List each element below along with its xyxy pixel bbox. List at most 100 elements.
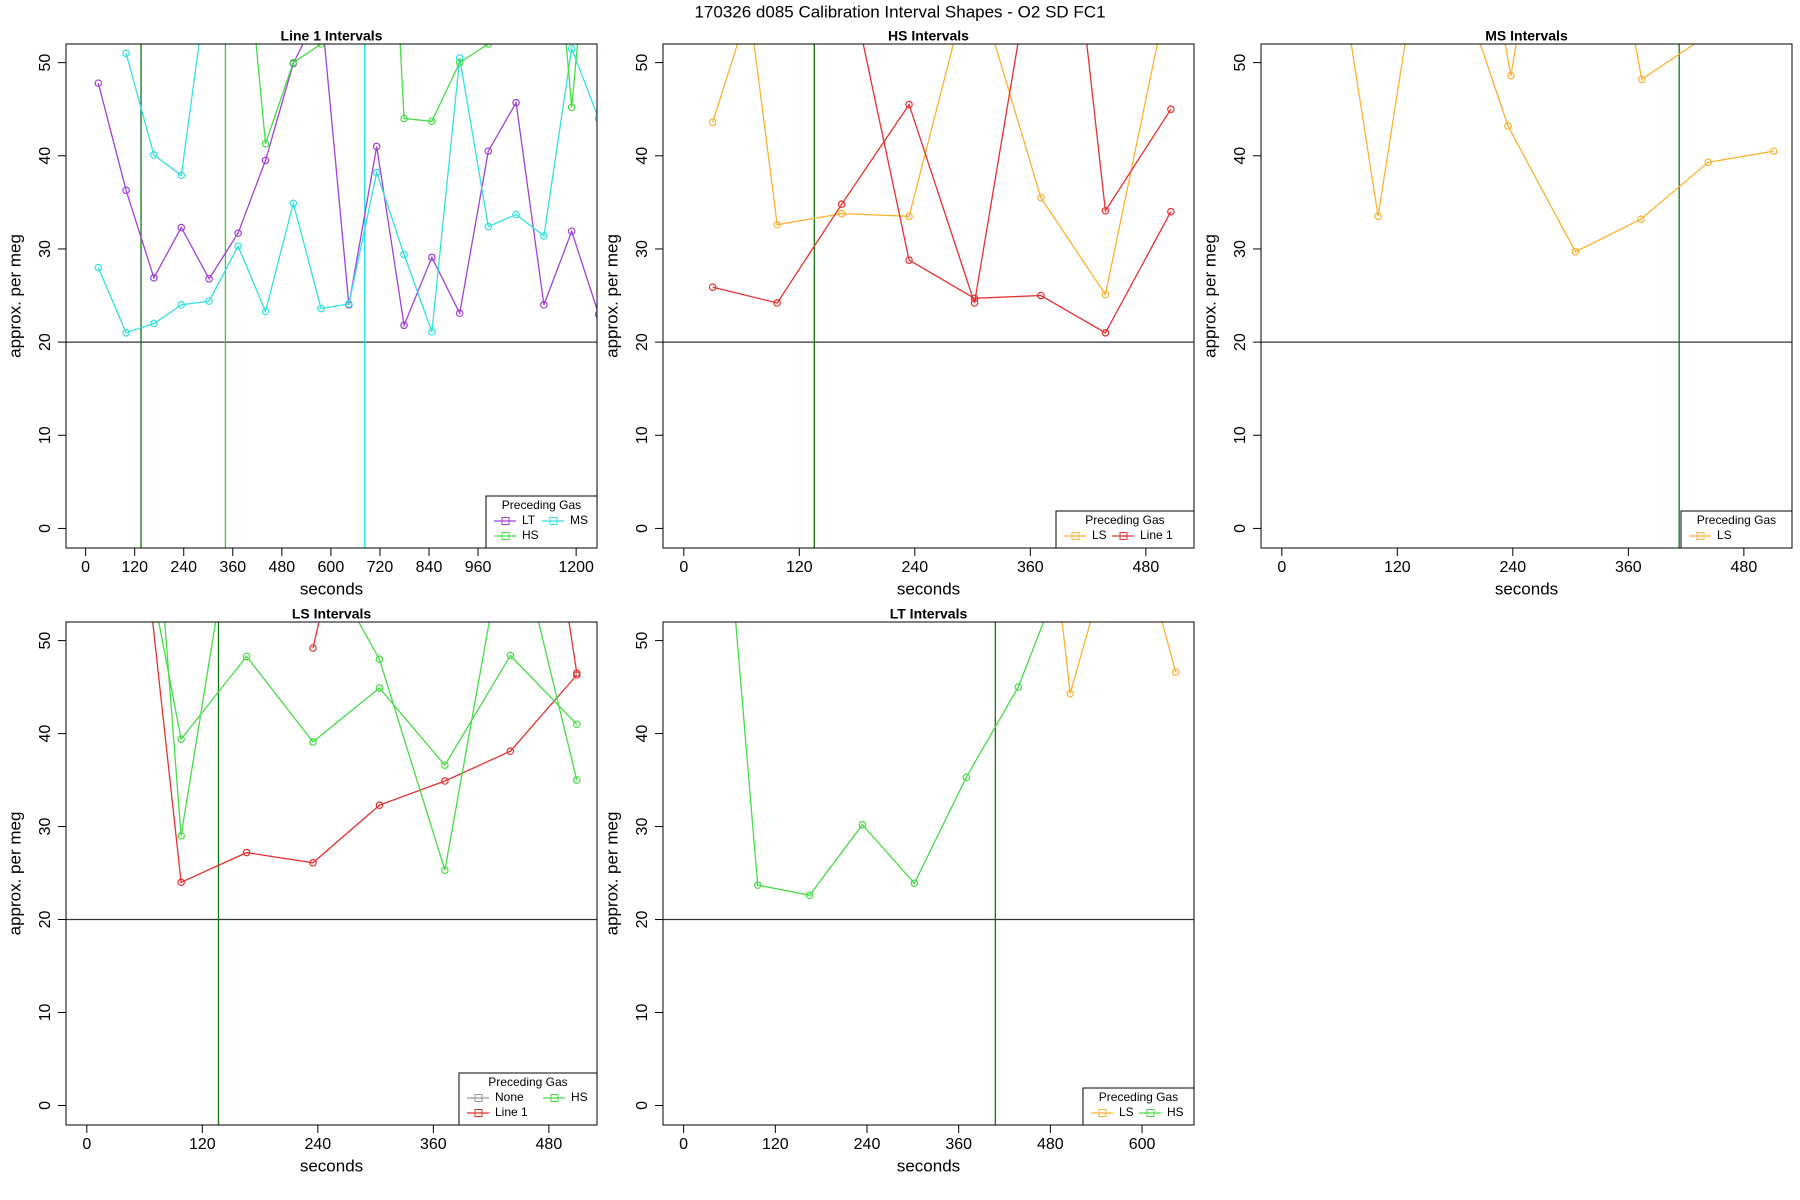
panel-title: HS Intervals bbox=[888, 28, 969, 44]
data-point bbox=[512, 210, 520, 219]
data-point bbox=[1571, 247, 1580, 256]
x-tick-label: 960 bbox=[465, 559, 492, 576]
x-tick-label: 240 bbox=[854, 1136, 881, 1153]
data-point bbox=[375, 655, 384, 663]
data-point bbox=[317, 304, 325, 313]
data-point bbox=[773, 220, 781, 229]
data-point bbox=[1101, 206, 1110, 215]
x-tick-label: 0 bbox=[679, 1136, 688, 1153]
legend-box bbox=[1680, 510, 1793, 549]
series-line bbox=[312, 622, 320, 649]
panel-title: LT Intervals bbox=[890, 606, 968, 622]
plot-frame bbox=[662, 621, 1195, 1126]
data-point bbox=[372, 142, 381, 151]
y-axis-label: approx. per meg bbox=[5, 234, 24, 358]
series-line bbox=[1061, 622, 1092, 694]
data-point bbox=[317, 44, 325, 48]
legend-label: HS bbox=[522, 528, 539, 542]
y-tick-label: 30 bbox=[634, 240, 651, 258]
series-line bbox=[1350, 44, 1406, 217]
y-tick-label: 40 bbox=[37, 725, 54, 743]
series-line bbox=[97, 44, 597, 328]
data-point bbox=[1495, 4, 1501, 10]
data-point bbox=[1519, 4, 1525, 10]
legend-marker bbox=[549, 517, 558, 525]
y-axis-label: approx. per meg bbox=[1200, 234, 1219, 358]
series-line bbox=[1086, 44, 1172, 213]
series-line bbox=[158, 622, 578, 767]
y-tick-label: 0 bbox=[1232, 524, 1249, 533]
legend-marker bbox=[1071, 532, 1080, 540]
plot-area bbox=[66, 582, 597, 1125]
data-point bbox=[484, 222, 493, 231]
data-point bbox=[428, 328, 436, 336]
x-tick-label: 240 bbox=[304, 1136, 331, 1153]
y-tick-label: 40 bbox=[37, 147, 54, 165]
data-point bbox=[773, 299, 781, 307]
y-tick-label: 10 bbox=[634, 1003, 651, 1021]
y-tick-label: 20 bbox=[37, 911, 54, 929]
data-point bbox=[289, 58, 298, 67]
x-axis-label: seconds bbox=[897, 579, 960, 598]
data-point bbox=[309, 738, 317, 746]
data-point bbox=[261, 139, 270, 148]
panel: Line 1 Intervals seconds approx. per meg 0 1… bbox=[5, 28, 598, 598]
data-point bbox=[455, 309, 464, 318]
x-tick-label: 240 bbox=[170, 559, 197, 576]
legend-marker bbox=[1098, 1109, 1107, 1117]
data-point bbox=[905, 212, 913, 221]
data-point bbox=[375, 684, 384, 692]
data-point bbox=[1625, 4, 1631, 10]
y-tick-label: 20 bbox=[1232, 333, 1249, 351]
x-tick-label: 360 bbox=[219, 559, 246, 576]
y-tick-label: 40 bbox=[634, 725, 651, 743]
legend-marker bbox=[1146, 1109, 1155, 1117]
series-line bbox=[1634, 44, 1696, 81]
x-tick-label: 360 bbox=[1615, 559, 1642, 576]
legend-label: Line 1 bbox=[495, 1105, 528, 1119]
y-tick-label: 0 bbox=[37, 1101, 54, 1110]
data-point bbox=[905, 256, 913, 264]
legend-label: MS bbox=[570, 513, 588, 527]
x-tick-label: 480 bbox=[536, 1136, 563, 1153]
legend-marker bbox=[474, 1094, 483, 1102]
panel-title: MS Intervals bbox=[1485, 28, 1568, 44]
series-line bbox=[735, 622, 1045, 897]
data-point bbox=[1162, 4, 1168, 10]
data-point bbox=[572, 720, 581, 729]
data-point bbox=[805, 891, 814, 900]
legend-title: Preceding Gas bbox=[502, 498, 581, 512]
x-tick-label: 0 bbox=[81, 559, 90, 576]
legend-title: Preceding Gas bbox=[488, 1075, 567, 1089]
data-point bbox=[1066, 689, 1075, 698]
x-axis-label: seconds bbox=[300, 579, 363, 598]
data-point bbox=[150, 319, 158, 328]
data-point bbox=[150, 274, 158, 282]
data-point bbox=[484, 147, 493, 155]
legend-marker bbox=[1696, 532, 1705, 540]
x-tick-label: 120 bbox=[762, 1136, 789, 1153]
data-point bbox=[1037, 291, 1045, 300]
y-tick-label: 10 bbox=[37, 1003, 54, 1021]
panel: HS Intervals seconds approx. per meg 0 10 20 3… bbox=[602, 4, 1195, 598]
data-point bbox=[177, 171, 186, 180]
data-point bbox=[205, 274, 213, 283]
legend-marker bbox=[501, 517, 510, 525]
data-point bbox=[94, 79, 103, 87]
plot-area bbox=[663, 4, 1194, 548]
y-axis-label: approx. per meg bbox=[602, 812, 621, 936]
data-point bbox=[234, 229, 242, 237]
data-point bbox=[218, 582, 224, 588]
series-line bbox=[568, 622, 578, 674]
data-point bbox=[205, 297, 213, 305]
data-point bbox=[594, 310, 597, 318]
data-point bbox=[289, 199, 298, 208]
data-point bbox=[122, 328, 130, 337]
data-point bbox=[1769, 147, 1778, 155]
data-point bbox=[905, 100, 913, 109]
panel: LT Intervals seconds approx. per meg 0 10 20 3… bbox=[602, 606, 1195, 1175]
